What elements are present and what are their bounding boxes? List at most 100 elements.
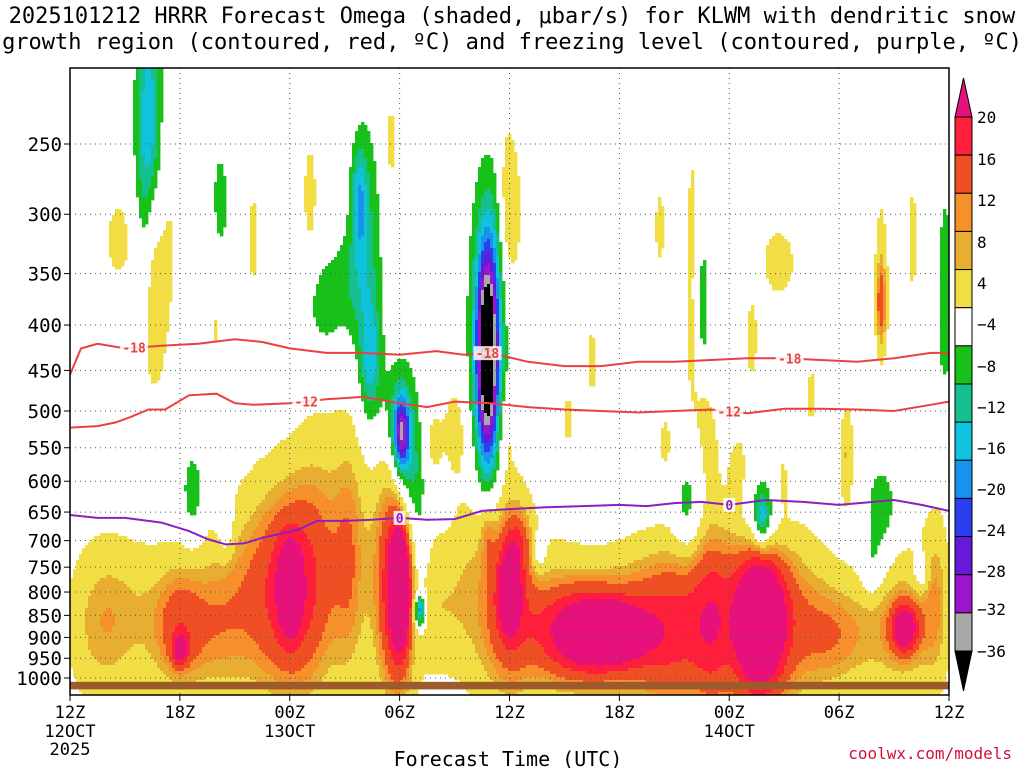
omega-cell [913, 632, 920, 636]
omega-cell [496, 251, 500, 255]
omega-cell [475, 551, 482, 555]
omega-cell [352, 626, 362, 630]
omega-cell [700, 626, 722, 630]
omega-cell [298, 647, 317, 651]
omega-cell [148, 287, 173, 291]
omega-cell [373, 590, 380, 594]
omega-cell [499, 575, 521, 579]
omega-cell [487, 584, 497, 588]
omega-cell [940, 272, 949, 276]
omega-cell [448, 455, 461, 459]
omega-cell [382, 641, 389, 645]
omega-cell [682, 485, 692, 489]
omega-cell [118, 659, 155, 663]
omega-cell [478, 218, 482, 222]
omega-cell [793, 560, 803, 564]
omega-cell [490, 656, 497, 660]
omega-cell [499, 383, 503, 387]
omega-cell [907, 650, 917, 654]
omega-cell [883, 266, 890, 270]
omega-cell [484, 290, 491, 294]
omega-cell [661, 443, 671, 447]
omega-cell [322, 656, 353, 660]
omega-cell [325, 266, 350, 270]
omega-cell [490, 242, 494, 246]
omega-cell [883, 317, 887, 321]
omega-cell [142, 98, 155, 102]
omega-cell [187, 659, 194, 663]
omega-cell [472, 380, 476, 384]
omega-cell [805, 578, 824, 582]
omega-cell [475, 374, 479, 378]
omega-cell [481, 449, 485, 453]
omega-cell [841, 443, 854, 447]
omega-cell [505, 164, 518, 168]
omega-cell [700, 269, 707, 273]
omega-cell [475, 332, 479, 336]
omega-cell [910, 257, 917, 261]
omega-cell [490, 470, 494, 474]
omega-cell [409, 581, 413, 585]
omega-cell [394, 389, 401, 393]
omega-cell [412, 422, 416, 426]
omega-cell [715, 638, 731, 642]
omega-cell [226, 575, 245, 579]
omega-cell [187, 473, 200, 477]
omega-cell [781, 494, 788, 498]
omega-cell [364, 167, 368, 171]
omega-cell [385, 560, 389, 564]
omega-cell [361, 629, 374, 633]
omega-cell [475, 290, 479, 294]
omega-cell [520, 581, 527, 585]
omega-cell [793, 626, 839, 630]
omega-cell [352, 164, 356, 168]
omega-cell [310, 623, 326, 627]
omega-cell [760, 509, 767, 513]
omega-cell [349, 278, 359, 282]
omega-cell [883, 338, 887, 342]
omega-cell [355, 197, 359, 201]
omega-cell [304, 203, 317, 207]
omega-cell [403, 482, 425, 486]
omega-cell [757, 512, 761, 516]
omega-cell [727, 470, 746, 474]
omega-cell [388, 149, 395, 153]
omega-cell [880, 323, 884, 327]
omega-cell [895, 635, 914, 639]
omega-cell [370, 188, 377, 192]
omega-cell [781, 470, 788, 474]
omega-cell [415, 602, 419, 606]
omega-cell [784, 578, 797, 582]
omega-cell [718, 632, 731, 636]
omega-cell [508, 458, 512, 462]
omega-cell [376, 617, 380, 621]
omega-cell [943, 584, 949, 588]
omega-cell [892, 623, 896, 627]
omega-cell [565, 428, 572, 432]
omega-cell [406, 554, 410, 558]
omega-cell [367, 215, 374, 219]
omega-cell [139, 77, 146, 81]
omega-cell [355, 614, 365, 618]
omega-cell [661, 455, 668, 459]
omega-cell [361, 386, 365, 390]
omega-cell [361, 122, 365, 126]
omega-cell [352, 302, 362, 306]
omega-cell [148, 320, 170, 324]
omega-cell [874, 296, 878, 300]
omega-cell [316, 566, 356, 570]
omega-cell [490, 413, 494, 417]
omega-cell [349, 200, 353, 204]
omega-cell [751, 539, 758, 543]
omega-cell [376, 530, 383, 534]
omega-cell [187, 482, 200, 486]
omega-cell [361, 293, 371, 297]
omega-cell [304, 665, 320, 669]
omega-cell [400, 470, 419, 474]
omega-cell [547, 653, 563, 657]
omega-cell [490, 275, 494, 279]
omega-cell [496, 368, 500, 372]
omega-cell [184, 662, 191, 666]
omega-cell [661, 572, 677, 576]
omega-cell [529, 527, 533, 531]
